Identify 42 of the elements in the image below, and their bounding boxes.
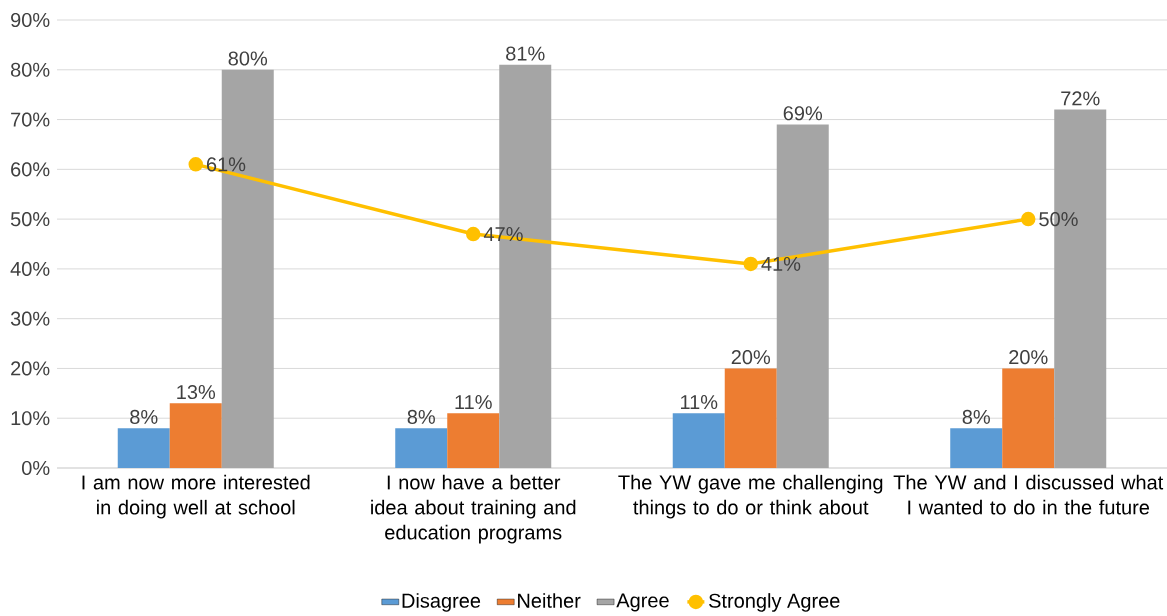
x-tick-label: The YW gave me challenging things to do or think about [618, 474, 883, 519]
bar [724, 368, 777, 468]
point [1020, 211, 1036, 227]
y-tick-label: 0% [22, 460, 50, 476]
y-tick-label: 90% [11, 12, 50, 28]
data-label: 81% [506, 46, 545, 61]
point [743, 256, 758, 272]
bar [117, 428, 170, 468]
x-tick-label: The YW and I discussed what I wanted to do in the future [893, 474, 1164, 515]
data-label: 13% [177, 384, 216, 400]
y-tick-label: 30% [10, 311, 50, 326]
bar [447, 413, 500, 468]
bar [950, 428, 1003, 468]
data-label: 72% [1061, 91, 1100, 106]
y-tick-label: 60% [11, 162, 50, 177]
legend-label: Disagree [402, 593, 481, 612]
bar [1002, 368, 1055, 468]
legend-label: Neither [518, 593, 581, 608]
point [466, 226, 481, 242]
y-tick-label: 40% [10, 261, 50, 276]
y-tick-label: 70% [11, 112, 50, 127]
x-tick-label: I am now more interested in doing well at school [82, 474, 310, 519]
bar [672, 413, 725, 468]
y-tick-label: 20% [11, 361, 50, 376]
data-label: 8% [407, 409, 435, 424]
bar [395, 428, 448, 468]
data-label: 80% [228, 51, 268, 66]
data-label: 20% [1009, 350, 1048, 365]
y-tick-label: 10% [11, 411, 50, 426]
bar [169, 403, 222, 468]
data-label: 20% [731, 350, 771, 365]
legend-label: Agree [616, 593, 669, 612]
data-label: 11% [455, 395, 492, 410]
y-tick-label: 50% [10, 212, 50, 227]
point [188, 157, 203, 172]
legend-label: Strongly Agree [709, 593, 840, 612]
x-tick-label: I now have a better idea about training and education programs [371, 474, 576, 544]
data-label: 69% [783, 106, 823, 121]
data-label: 8% [130, 409, 158, 424]
data-label: 8% [962, 409, 990, 424]
data-label: 11% [681, 395, 718, 410]
y-tick-label: 80% [10, 62, 50, 77]
